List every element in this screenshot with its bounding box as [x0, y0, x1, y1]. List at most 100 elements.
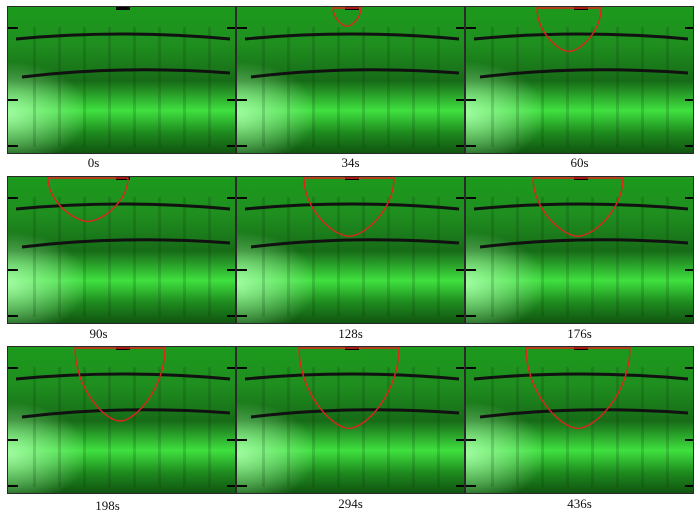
lower-layer-line [21, 238, 231, 249]
frame-image [466, 177, 693, 323]
upper-layer-line [244, 202, 460, 211]
edge-marker [8, 99, 18, 101]
glow-spot [466, 347, 693, 493]
frame-panel-0 [7, 6, 236, 154]
upper-layer-line [244, 372, 460, 381]
infiltration-front-outline [298, 347, 400, 430]
edge-marker [685, 315, 693, 317]
frame-caption-8: 436s [567, 496, 592, 511]
edge-marker [685, 197, 693, 199]
streak [616, 197, 619, 317]
lower-layer-line [250, 68, 460, 79]
streak [133, 367, 136, 487]
streak [641, 27, 644, 147]
edge-marker [227, 197, 235, 199]
streak [312, 367, 315, 487]
streak [591, 367, 594, 487]
edge-marker [8, 439, 18, 441]
lower-layer-line [21, 408, 231, 419]
edge-marker [227, 145, 235, 147]
top-marker [116, 7, 130, 10]
edge-marker [237, 197, 247, 199]
glow-spot [237, 347, 464, 493]
frame-panel-6 [7, 346, 236, 494]
frame-caption-3: 90s [89, 326, 108, 341]
streak [566, 27, 569, 147]
streak [541, 367, 544, 487]
edge-marker [685, 27, 693, 29]
frame-caption-2: 60s [570, 155, 589, 170]
edge-marker [685, 269, 693, 271]
edge-marker [8, 367, 18, 369]
streak [666, 367, 669, 487]
streak [58, 197, 61, 317]
glow-spot [8, 347, 235, 493]
infiltration-front-outline [532, 177, 624, 237]
streak [541, 197, 544, 317]
edge-marker [685, 439, 693, 441]
edge-marker [466, 367, 476, 369]
glow-spot [8, 7, 235, 153]
edge-marker [237, 367, 247, 369]
streak [208, 197, 211, 317]
edge-marker [466, 197, 476, 199]
streak [387, 367, 390, 487]
edge-marker [227, 99, 235, 101]
edge-marker [8, 269, 18, 271]
frame-panel-2 [465, 6, 694, 154]
streak [616, 27, 619, 147]
edge-marker [237, 485, 247, 487]
streak [362, 27, 365, 147]
edge-marker [466, 439, 476, 441]
edge-marker [685, 485, 693, 487]
streak [133, 27, 136, 147]
glow-spot [237, 177, 464, 323]
edge-marker [456, 439, 464, 441]
edge-marker [456, 269, 464, 271]
infiltration-front-outline [74, 347, 166, 422]
streak [183, 197, 186, 317]
streak [491, 27, 494, 147]
streak [108, 197, 111, 317]
streak [412, 367, 415, 487]
frame-caption-5: 176s [567, 326, 592, 341]
streak [516, 367, 519, 487]
streak [108, 27, 111, 147]
glow-spot [466, 7, 693, 153]
edge-marker [456, 315, 464, 317]
streak [312, 27, 315, 147]
upper-layer-line [15, 202, 231, 211]
edge-marker [8, 145, 18, 147]
glow-spot [8, 177, 235, 323]
streak [287, 197, 290, 317]
glow-spot [466, 177, 693, 323]
streak [437, 27, 440, 147]
frame-caption-6: 198s [95, 498, 120, 513]
edge-marker [237, 27, 247, 29]
frame-image [8, 347, 235, 493]
lower-layer-line [479, 68, 689, 79]
frame-caption-4: 128s [338, 326, 363, 341]
streak [337, 197, 340, 317]
frame-panel-8 [465, 346, 694, 494]
infiltration-front-outline [332, 7, 362, 27]
edge-marker [8, 27, 18, 29]
streak [337, 367, 340, 487]
edge-marker [8, 485, 18, 487]
edge-marker [237, 269, 247, 271]
streak [491, 197, 494, 317]
lower-layer-line [479, 238, 689, 249]
frame-panel-5 [465, 176, 694, 324]
edge-marker [466, 145, 476, 147]
streak [183, 27, 186, 147]
streak [362, 197, 365, 317]
streak [516, 197, 519, 317]
edge-marker [685, 145, 693, 147]
streak [33, 367, 36, 487]
frame-panel-7 [236, 346, 465, 494]
edge-marker [456, 367, 464, 369]
upper-layer-line [15, 32, 231, 41]
lower-layer-line [250, 408, 460, 419]
edge-marker [227, 269, 235, 271]
infiltration-front-outline [47, 177, 129, 223]
